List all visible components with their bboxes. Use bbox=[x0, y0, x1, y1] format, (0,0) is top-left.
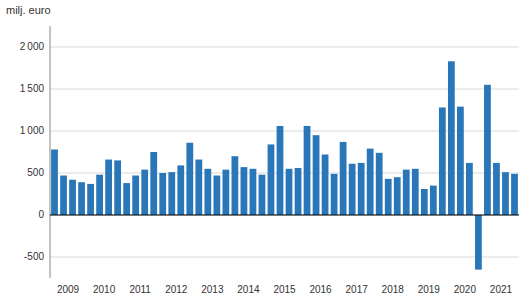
bar bbox=[96, 175, 103, 215]
bar bbox=[466, 163, 473, 215]
x-tick-label: 2015 bbox=[273, 284, 296, 295]
x-tick-label: 2014 bbox=[237, 284, 260, 295]
bar bbox=[484, 85, 491, 215]
bar bbox=[286, 169, 293, 215]
bar bbox=[105, 160, 112, 215]
bar bbox=[259, 175, 266, 215]
zero-line bbox=[50, 215, 519, 216]
bar bbox=[186, 143, 193, 215]
bar bbox=[358, 163, 365, 215]
y-axis: -500 0 500 1 000 1 500 2 000 bbox=[20, 41, 45, 262]
x-tick-label: 2020 bbox=[454, 284, 477, 295]
y-tick-label: 0 bbox=[38, 209, 44, 220]
grid bbox=[50, 47, 519, 257]
x-tick-label: 2017 bbox=[346, 284, 369, 295]
bar bbox=[457, 107, 464, 215]
grid-line bbox=[50, 257, 519, 258]
bar bbox=[141, 170, 148, 215]
bar bbox=[78, 182, 85, 215]
bar bbox=[430, 186, 437, 215]
bar bbox=[213, 176, 220, 215]
bar bbox=[385, 179, 392, 215]
x-tick-label: 2012 bbox=[165, 284, 188, 295]
x-tick-label: 2010 bbox=[93, 284, 116, 295]
y-tick-label: 1 500 bbox=[20, 83, 45, 94]
bar bbox=[250, 169, 257, 215]
bar bbox=[277, 126, 284, 215]
bar bbox=[268, 144, 275, 215]
grid-line bbox=[50, 47, 519, 48]
bar bbox=[502, 172, 509, 215]
bar bbox=[493, 163, 500, 215]
bar bbox=[322, 155, 329, 215]
x-tick-label: 2021 bbox=[490, 284, 513, 295]
bar bbox=[132, 176, 139, 215]
x-axis: 2009 2010 2011 2012 2013 2014 2015 2016 2017 2018… bbox=[57, 284, 513, 295]
bar bbox=[123, 183, 130, 215]
x-tick-label: 2009 bbox=[57, 284, 80, 295]
bar bbox=[367, 149, 374, 215]
bar bbox=[412, 169, 419, 215]
bar bbox=[511, 174, 518, 215]
bar bbox=[421, 189, 428, 215]
x-tick-label: 2019 bbox=[418, 284, 441, 295]
bar bbox=[394, 177, 401, 215]
bar bbox=[204, 169, 211, 215]
bar bbox=[159, 173, 166, 215]
bar bbox=[114, 160, 121, 215]
bar bbox=[439, 107, 446, 215]
bar bbox=[349, 164, 356, 215]
y-axis-line bbox=[50, 26, 51, 278]
chart-container: -50005001 0001 5002 00020092010201120122… bbox=[0, 0, 529, 302]
bar bbox=[222, 170, 229, 215]
bar bbox=[448, 61, 455, 215]
bar bbox=[150, 152, 157, 215]
x-tick-label: 2013 bbox=[201, 284, 224, 295]
bars bbox=[51, 61, 518, 269]
bar bbox=[87, 184, 94, 215]
bar bbox=[51, 149, 58, 215]
bar bbox=[69, 180, 76, 215]
bar bbox=[331, 174, 338, 215]
y-tick-label: 1 000 bbox=[20, 125, 45, 136]
bar bbox=[168, 172, 175, 215]
bar bbox=[232, 156, 239, 215]
x-tick-label: 2011 bbox=[129, 284, 151, 295]
bar bbox=[177, 165, 184, 215]
y-tick-label: -500 bbox=[24, 251, 44, 262]
bar bbox=[403, 170, 410, 215]
bar bbox=[475, 215, 482, 270]
grid-line bbox=[50, 215, 519, 216]
bar bbox=[376, 153, 383, 215]
bar bbox=[195, 160, 202, 215]
bar bbox=[241, 167, 248, 215]
y-tick-label: 500 bbox=[27, 167, 44, 178]
x-tick-label: 2016 bbox=[309, 284, 332, 295]
bar bbox=[313, 135, 320, 215]
y-tick-label: 2 000 bbox=[20, 41, 45, 52]
x-tick-label: 2018 bbox=[382, 284, 405, 295]
bar bbox=[295, 168, 302, 215]
y-axis-label: milj. euro bbox=[6, 4, 51, 16]
bar bbox=[60, 176, 67, 215]
chart: -50005001 0001 5002 00020092010201120122… bbox=[0, 0, 529, 302]
bar bbox=[340, 142, 347, 215]
bar bbox=[304, 126, 311, 215]
